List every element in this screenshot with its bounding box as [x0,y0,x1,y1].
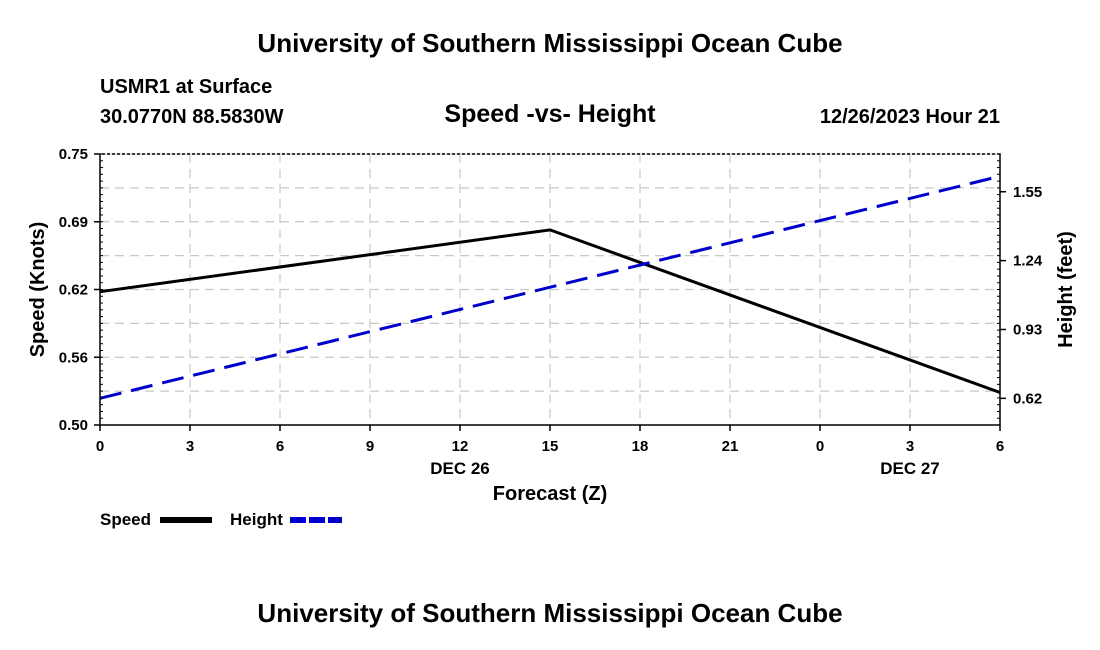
y-axis-title: Speed (Knots) [27,222,49,358]
y2-tick-label: 0.62 [1013,390,1042,407]
x-axis-title: Forecast (Z) [493,483,607,505]
y-tick-label: 0.75 [59,146,88,163]
x-tick-label: 0 [816,438,824,455]
x-tick-label: 12 [452,438,469,455]
date-label: DEC 26 [430,459,490,478]
datetime-label: 12/26/2023 Hour 21 [819,106,1000,128]
legend-speed-label: Speed [100,510,151,529]
y-tick-label: 0.69 [59,214,88,231]
series-speed-line [99,228,1001,394]
x-tick-label: 0 [96,438,104,455]
footer-title: University of Southern Mississippi Ocean… [257,598,843,628]
chart-subtitle: Speed -vs- Height [444,100,656,128]
y2-tick-label: 1.55 [1013,184,1042,201]
x-tick-label: 15 [542,438,559,455]
x-tick-label: 3 [906,438,914,455]
y-tick-label: 0.56 [59,349,88,366]
legend-height-label: Height [230,510,283,529]
x-tick-label: 6 [996,438,1004,455]
grid [100,154,1000,425]
axes: 0.50 0.56 0.62 0.69 0.75 0.62 0.93 1.24 1.55 0 3 6 9… [27,146,1077,505]
station-label: USMR1 at Surface [100,76,273,98]
y-tick-label: 0.50 [59,417,88,434]
coordinates-label: 30.0770N 88.5830W [100,106,284,128]
x-tick-label: 18 [632,438,649,455]
page-title: University of Southern Mississippi Ocean… [257,28,843,58]
series-group [99,174,1001,400]
y2-axis-title: Height (feet) [1055,231,1077,348]
y-tick-label: 0.62 [59,282,88,299]
x-tick-label: 21 [722,438,739,455]
legend: Speed Height [100,510,342,529]
x-tick-label: 9 [366,438,374,455]
date-label: DEC 27 [880,459,940,478]
series-height-line [99,174,1001,400]
y2-tick-label: 1.24 [1013,253,1043,270]
y2-tick-label: 0.93 [1013,321,1042,338]
x-tick-label: 6 [276,438,284,455]
x-tick-label: 3 [186,438,194,455]
